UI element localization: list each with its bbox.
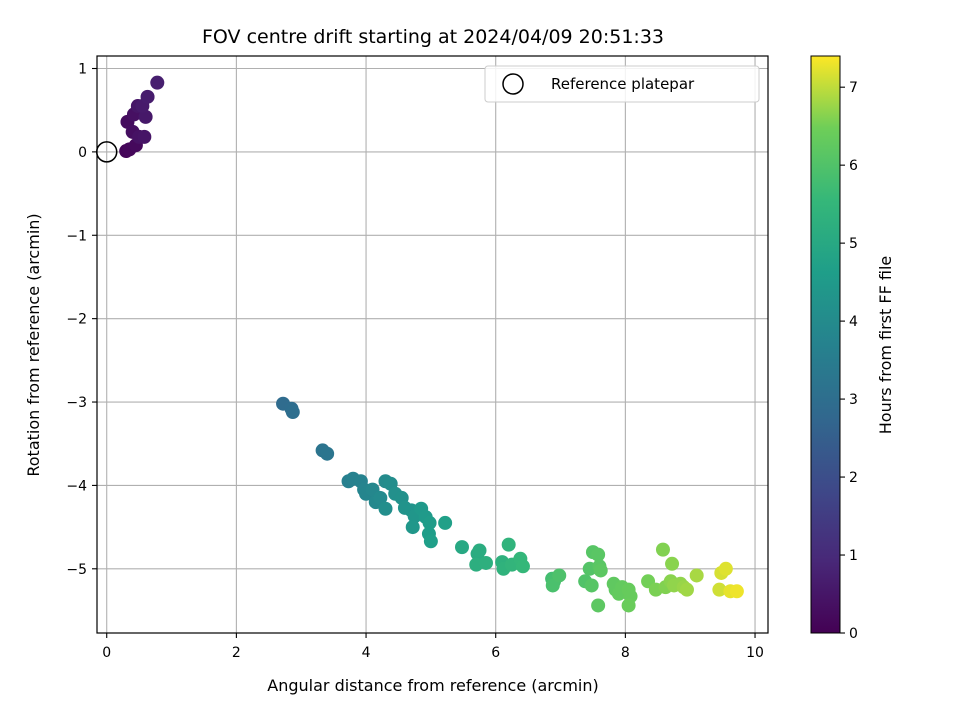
data-point xyxy=(545,578,560,593)
data-point xyxy=(137,129,152,144)
data-point xyxy=(454,540,469,555)
colorbar-tick-label: 2 xyxy=(849,470,858,486)
colorbar-tick-label: 6 xyxy=(849,158,858,174)
data-point xyxy=(423,534,438,549)
data-point xyxy=(515,559,530,574)
x-tick-label: 2 xyxy=(232,645,241,661)
x-axis-label: Angular distance from reference (arcmin) xyxy=(267,676,598,695)
y-tick-label: −3 xyxy=(66,395,87,411)
data-point xyxy=(665,556,680,571)
data-point xyxy=(501,537,516,552)
colorbar-tick-label: 3 xyxy=(849,392,858,408)
data-point xyxy=(422,515,437,530)
data-point xyxy=(150,75,165,90)
y-tick-label: −4 xyxy=(66,478,87,494)
plot-frame xyxy=(96,55,769,634)
data-point xyxy=(591,598,606,613)
y-axis-label: Rotation from reference (arcmin) xyxy=(24,213,43,476)
colorbar-tick-label: 4 xyxy=(849,314,858,330)
data-point xyxy=(679,582,694,597)
colorbar-tick-label: 0 xyxy=(849,626,858,642)
colorbar-tick-label: 7 xyxy=(849,80,858,96)
colorbar: 0 1 2 3 4 5 6 7 Hours from first FF file xyxy=(810,55,895,642)
data-point xyxy=(472,543,487,558)
x-tick-label: 0 xyxy=(102,645,111,661)
data-point xyxy=(320,446,335,461)
data-point xyxy=(593,563,608,578)
data-point xyxy=(689,568,704,583)
y-tick-label: −2 xyxy=(66,312,87,328)
y-tick-label: 0 xyxy=(78,145,87,161)
colorbar-ticks: 0 1 2 3 4 5 6 7 xyxy=(840,80,858,642)
data-point xyxy=(621,598,636,613)
colorbar-tick-label: 1 xyxy=(849,548,858,564)
legend: Reference platepar xyxy=(484,65,760,103)
data-point xyxy=(552,568,567,583)
data-point xyxy=(655,542,670,557)
data-point xyxy=(285,405,300,420)
grid-lines xyxy=(97,56,768,633)
y-tick-label: −5 xyxy=(66,562,87,578)
data-point xyxy=(584,578,599,593)
data-points xyxy=(119,75,744,613)
data-point xyxy=(438,515,453,530)
data-point xyxy=(591,547,606,562)
data-point xyxy=(405,520,420,535)
x-tick-label: 10 xyxy=(746,645,764,661)
colorbar-gradient xyxy=(810,55,841,634)
y-tick-label: −1 xyxy=(66,228,87,244)
data-point xyxy=(378,501,393,516)
x-tick-label: 4 xyxy=(362,645,371,661)
data-point xyxy=(712,582,727,597)
data-point xyxy=(140,89,155,104)
data-point xyxy=(718,561,733,576)
x-tick-label: 6 xyxy=(491,645,500,661)
chart-title: FOV centre drift starting at 2024/04/09 … xyxy=(202,26,664,48)
data-point xyxy=(729,584,744,599)
colorbar-label: Hours from first FF file xyxy=(876,256,895,435)
y-tick-label: 1 xyxy=(78,62,87,78)
data-point xyxy=(138,109,153,124)
colorbar-tick-label: 5 xyxy=(849,236,858,252)
x-tick-label: 8 xyxy=(621,645,630,661)
legend-reference-marker-icon xyxy=(502,73,524,95)
legend-label: Reference platepar xyxy=(551,75,695,93)
data-point xyxy=(478,555,493,570)
legend-box xyxy=(484,65,760,103)
data-point xyxy=(373,490,388,505)
